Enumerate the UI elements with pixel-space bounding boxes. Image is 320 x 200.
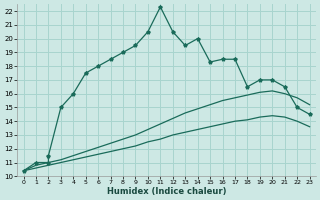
X-axis label: Humidex (Indice chaleur): Humidex (Indice chaleur) [107, 187, 226, 196]
